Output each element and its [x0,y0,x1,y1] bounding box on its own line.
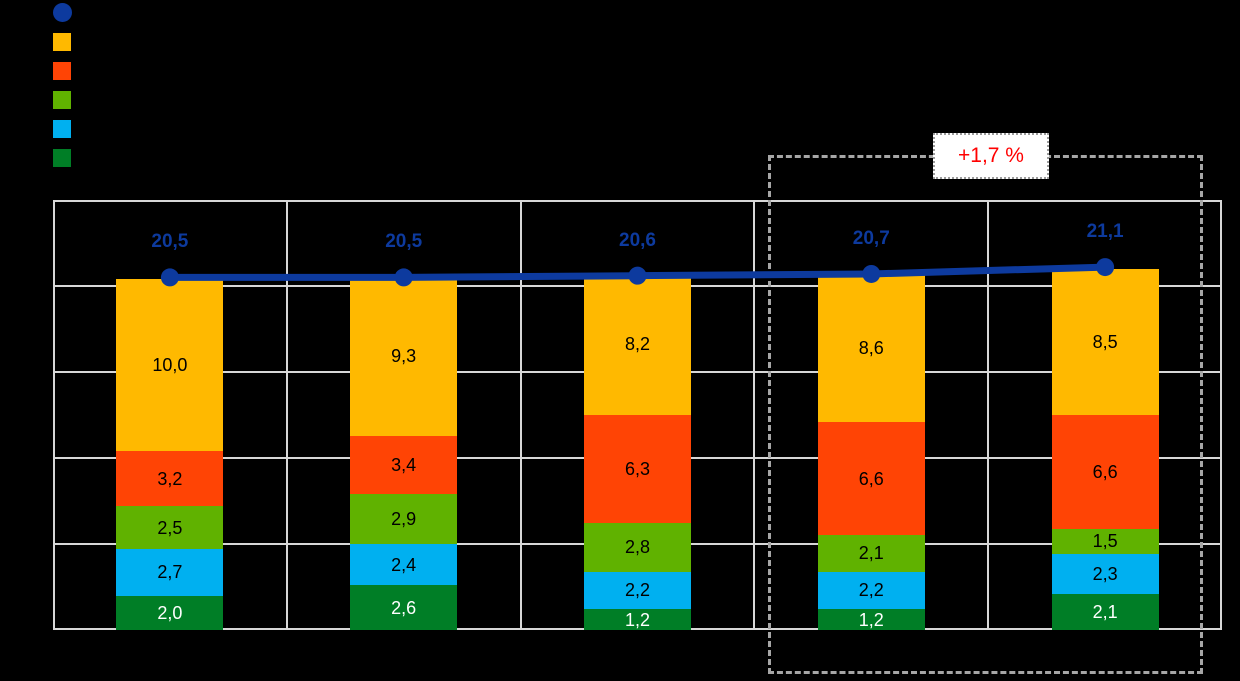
bar-segment-value: 8,5 [1092,331,1118,352]
bar-segment-value: 2,7 [157,562,183,583]
bar-segment-segment-amber: 9,3 [350,275,458,436]
bar-segment-value: 6,3 [624,459,651,480]
bar-segment-segment-dark-green: 2,1 [1051,593,1159,630]
growth-label-text: +1,7 % [958,144,1024,167]
bar-segment-segment-dark-green: 2,0 [116,595,224,630]
bar-segment-segment-green: 2,5 [116,506,224,550]
line-value-label: 20,7 [852,227,890,249]
bar-segment-segment-dark-green: 1,2 [584,609,691,630]
legend-item [53,119,83,138]
bar-segment-value: 9,3 [391,345,417,366]
vertical-gridline [519,202,522,628]
bar-segment-value: 1,2 [624,609,651,630]
growth-label-box: +1,7 % [933,133,1049,179]
bar-segment-segment-dark-green: 2,6 [350,585,458,630]
bar-segment-value: 3,4 [391,454,417,475]
bar-segment-segment-amber: 8,2 [584,273,691,415]
vertical-gridline [987,202,990,628]
bar-segment-segment-light-blue: 2,4 [350,544,458,586]
bar-segment-value: 2,6 [391,597,417,618]
legend-item [53,32,83,51]
bar-segment-value: 2,2 [624,580,651,601]
bar-segment-value: 6,6 [1092,461,1118,482]
legend-square-swatch-icon [53,32,71,51]
bar-segment-value: 1,2 [858,609,884,630]
legend-square-swatch-icon [53,90,71,109]
bar-segment-segment-green: 2,1 [817,535,925,572]
bar-segment-value: 2,8 [624,537,651,558]
bar-segment-value: 2,4 [391,554,417,575]
legend-item [53,148,83,167]
legend [0,0,400,180]
line-value-label: 20,6 [619,229,656,251]
plot-area: 2,0 2,7 2,5 3,2 10,0 2,6 2,4 2,9 3,4 9,3 1,2 2,2 2,8… [53,200,1222,630]
bar-segment-segment-orange-red: 6,6 [817,421,925,536]
bar-segment-value: 1,5 [1092,531,1118,552]
bar-segment-value: 2,0 [157,602,183,623]
legend-item [53,61,83,80]
bar-segment-segment-amber: 8,6 [817,273,925,422]
bar-segment-segment-amber: 8,5 [1051,268,1159,415]
bar-segment-value: 2,1 [1092,601,1118,622]
bar-segment-value: 10,0 [152,355,188,376]
line-value-label: 21,1 [1086,221,1124,243]
bar-segment-segment-orange-red: 3,4 [350,435,458,495]
legend-square-swatch-icon [53,148,71,167]
bar-segment-segment-green: 2,8 [584,523,691,572]
bar-segment-segment-orange-red: 6,6 [1051,415,1159,529]
bar-segment-segment-amber: 10,0 [116,279,224,452]
legend-item [53,90,83,109]
bar-segment-value: 8,6 [858,337,884,358]
bar-segment-segment-light-blue: 2,2 [584,571,691,610]
bar-segment-segment-light-blue: 2,3 [1051,554,1159,594]
bar-segment-value: 2,9 [391,509,417,530]
legend-square-swatch-icon [53,119,71,138]
bar-segment-segment-dark-green: 1,2 [817,609,925,630]
bar-segment-segment-light-blue: 2,7 [116,549,224,596]
bar-segment-segment-orange-red: 6,3 [584,415,691,524]
bar-segment-segment-green: 1,5 [1051,528,1159,555]
line-value-label: 20,5 [151,231,189,253]
line-value-label: 20,5 [385,231,423,253]
legend-item [53,3,84,22]
vertical-gridline [285,202,288,628]
bar-segment-value: 2,2 [858,580,884,601]
legend-line-marker-icon [53,3,72,22]
bar-segment-value: 8,2 [624,334,651,355]
bar-segment-segment-orange-red: 3,2 [116,451,224,507]
bar-segment-value: 3,2 [157,468,183,489]
vertical-gridline [753,202,756,628]
bar-segment-value: 2,1 [858,543,884,564]
bar-segment-value: 6,6 [858,468,884,489]
bar-segment-segment-light-blue: 2,2 [817,571,925,610]
bar-segment-value: 2,3 [1092,564,1118,585]
bar-segment-value: 2,5 [157,517,183,538]
bar-segment-segment-green: 2,9 [350,494,458,544]
legend-square-swatch-icon [53,61,71,80]
